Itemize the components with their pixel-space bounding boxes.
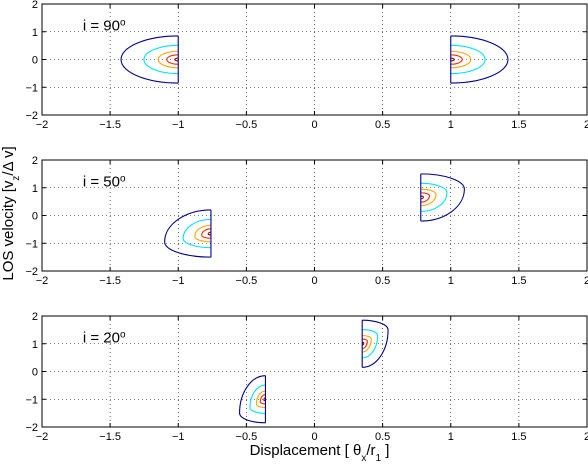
y-axis-label-part: LOS velocity [v	[0, 180, 17, 281]
x-tick-label: 0	[311, 275, 317, 287]
panel-1: −2 −1.5 −1 −0.5 0 0.5 1 1.5 2 −2 −1 0 1 2 i = 90o	[25, 0, 588, 131]
x-tick-label: 2	[584, 275, 588, 287]
contour-2-level-4	[420, 192, 431, 203]
contour-2-level-5	[420, 195, 424, 200]
x-tick-label: 0	[311, 119, 317, 131]
x-axis-label: Displacement [ θx/r1 ]	[250, 442, 390, 464]
contour-2-level-1	[420, 173, 465, 222]
x-tick-label: −1	[172, 431, 185, 443]
contour-2-level-1	[450, 35, 509, 84]
contour-1-level-4	[201, 228, 211, 239]
y-tick-label: 0	[32, 367, 38, 379]
contour-1-level-3	[255, 390, 266, 409]
contour-2-level-3	[362, 334, 372, 353]
contour-2-level-2	[450, 44, 486, 75]
x-tick-label: −0.5	[236, 275, 258, 287]
x-tick-label: 0.5	[375, 119, 390, 131]
contour-2-level-4	[362, 338, 368, 350]
contour-2-level-1	[362, 319, 389, 368]
y-tick-label: 0	[32, 55, 38, 67]
panel-2: −2 −1.5 −1 −0.5 0 0.5 1 1.5 2 −2 −1 0 1 2 i = 50o	[25, 155, 588, 287]
y-tick-label: 1	[32, 339, 38, 351]
y-tick-label: 1	[32, 27, 38, 39]
x-tick-label: −1.5	[99, 275, 121, 287]
panel-label: i = 90o	[83, 17, 126, 35]
y-tick-label: −1	[25, 82, 38, 94]
y-tick-label: −1	[25, 238, 38, 250]
x-tick-label: −1.5	[99, 119, 121, 131]
contour-2-level-4	[450, 54, 463, 65]
x-axis-label-part: ]	[381, 442, 389, 459]
y-axis-label-subscript: z	[11, 176, 22, 181]
x-tick-label: 1.5	[511, 431, 526, 443]
x-tick-label: 0.5	[375, 275, 390, 287]
y-tick-label: −2	[25, 110, 38, 122]
contour-1-level-1	[164, 209, 211, 258]
x-tick-label: 2	[584, 119, 588, 131]
degree-superscript: o	[120, 173, 126, 184]
contour-1-level-2	[182, 218, 211, 249]
contour-1-level-3	[157, 50, 179, 69]
y-tick-label: 2	[32, 155, 38, 167]
contour-2-level-3	[450, 50, 472, 69]
panel-label: i = 20o	[83, 329, 126, 347]
contour-2-level-5	[362, 341, 365, 346]
y-tick-label: −2	[25, 422, 38, 434]
contour-1-level-2	[249, 384, 266, 414]
x-tick-label: −0.5	[236, 119, 258, 131]
contour-2-level-2	[420, 182, 448, 213]
x-tick-label: −1.5	[99, 431, 121, 443]
contour-1-level-3	[194, 224, 211, 243]
contour-2-level-3	[420, 188, 437, 207]
contour-1-level-5	[207, 231, 211, 236]
contour-1-level-2	[143, 44, 179, 75]
y-tick-label: −2	[25, 266, 38, 278]
x-axis-label-subscript: 1	[375, 453, 381, 464]
degree-superscript: o	[120, 329, 126, 340]
y-tick-label: −1	[25, 394, 38, 406]
x-tick-label: −0.5	[236, 431, 258, 443]
x-tick-label: 0.5	[375, 431, 390, 443]
x-tick-label: −1	[172, 119, 185, 131]
contour-2-level-5	[450, 57, 455, 62]
contour-1-level-5	[174, 57, 179, 62]
panel-label: i = 50o	[83, 173, 126, 191]
contour-1-level-4	[259, 393, 266, 405]
contour-1-level-5	[263, 397, 266, 402]
x-tick-label: 0	[311, 431, 317, 443]
contour-1-level-1	[239, 375, 266, 424]
y-tick-label: 2	[32, 311, 38, 323]
x-tick-label: 2	[584, 431, 588, 443]
contour-1-level-1	[120, 35, 179, 84]
y-tick-label: 2	[32, 0, 38, 11]
x-tick-label: −1	[172, 275, 185, 287]
y-axis-label-part: /Δ v]	[0, 146, 17, 175]
y-tick-label: 1	[32, 183, 38, 195]
x-axis-label-part: Displacement [ θ	[250, 442, 362, 459]
x-tick-label: 1	[448, 431, 454, 443]
panel-3: −2 −1.5 −1 −0.5 0 0.5 1 1.5 2 −2 −1 0 1 2 i = 20o	[25, 311, 588, 443]
x-tick-label: −2	[36, 275, 49, 287]
degree-superscript: o	[120, 17, 126, 28]
x-tick-label: 1.5	[511, 275, 526, 287]
x-tick-label: −2	[36, 119, 49, 131]
contour-1-level-4	[166, 54, 179, 65]
y-tick-label: 0	[32, 211, 38, 223]
x-axis-label-part: /r	[366, 442, 375, 459]
x-tick-label: −2	[36, 431, 49, 443]
x-tick-label: 1.5	[511, 119, 526, 131]
x-tick-label: 1	[448, 119, 454, 131]
y-axis-label: LOS velocity [vz/Δ v]	[0, 146, 22, 280]
x-axis-label-subscript: x	[361, 453, 366, 464]
contour-2-level-2	[362, 329, 379, 359]
x-tick-label: 1	[448, 275, 454, 287]
